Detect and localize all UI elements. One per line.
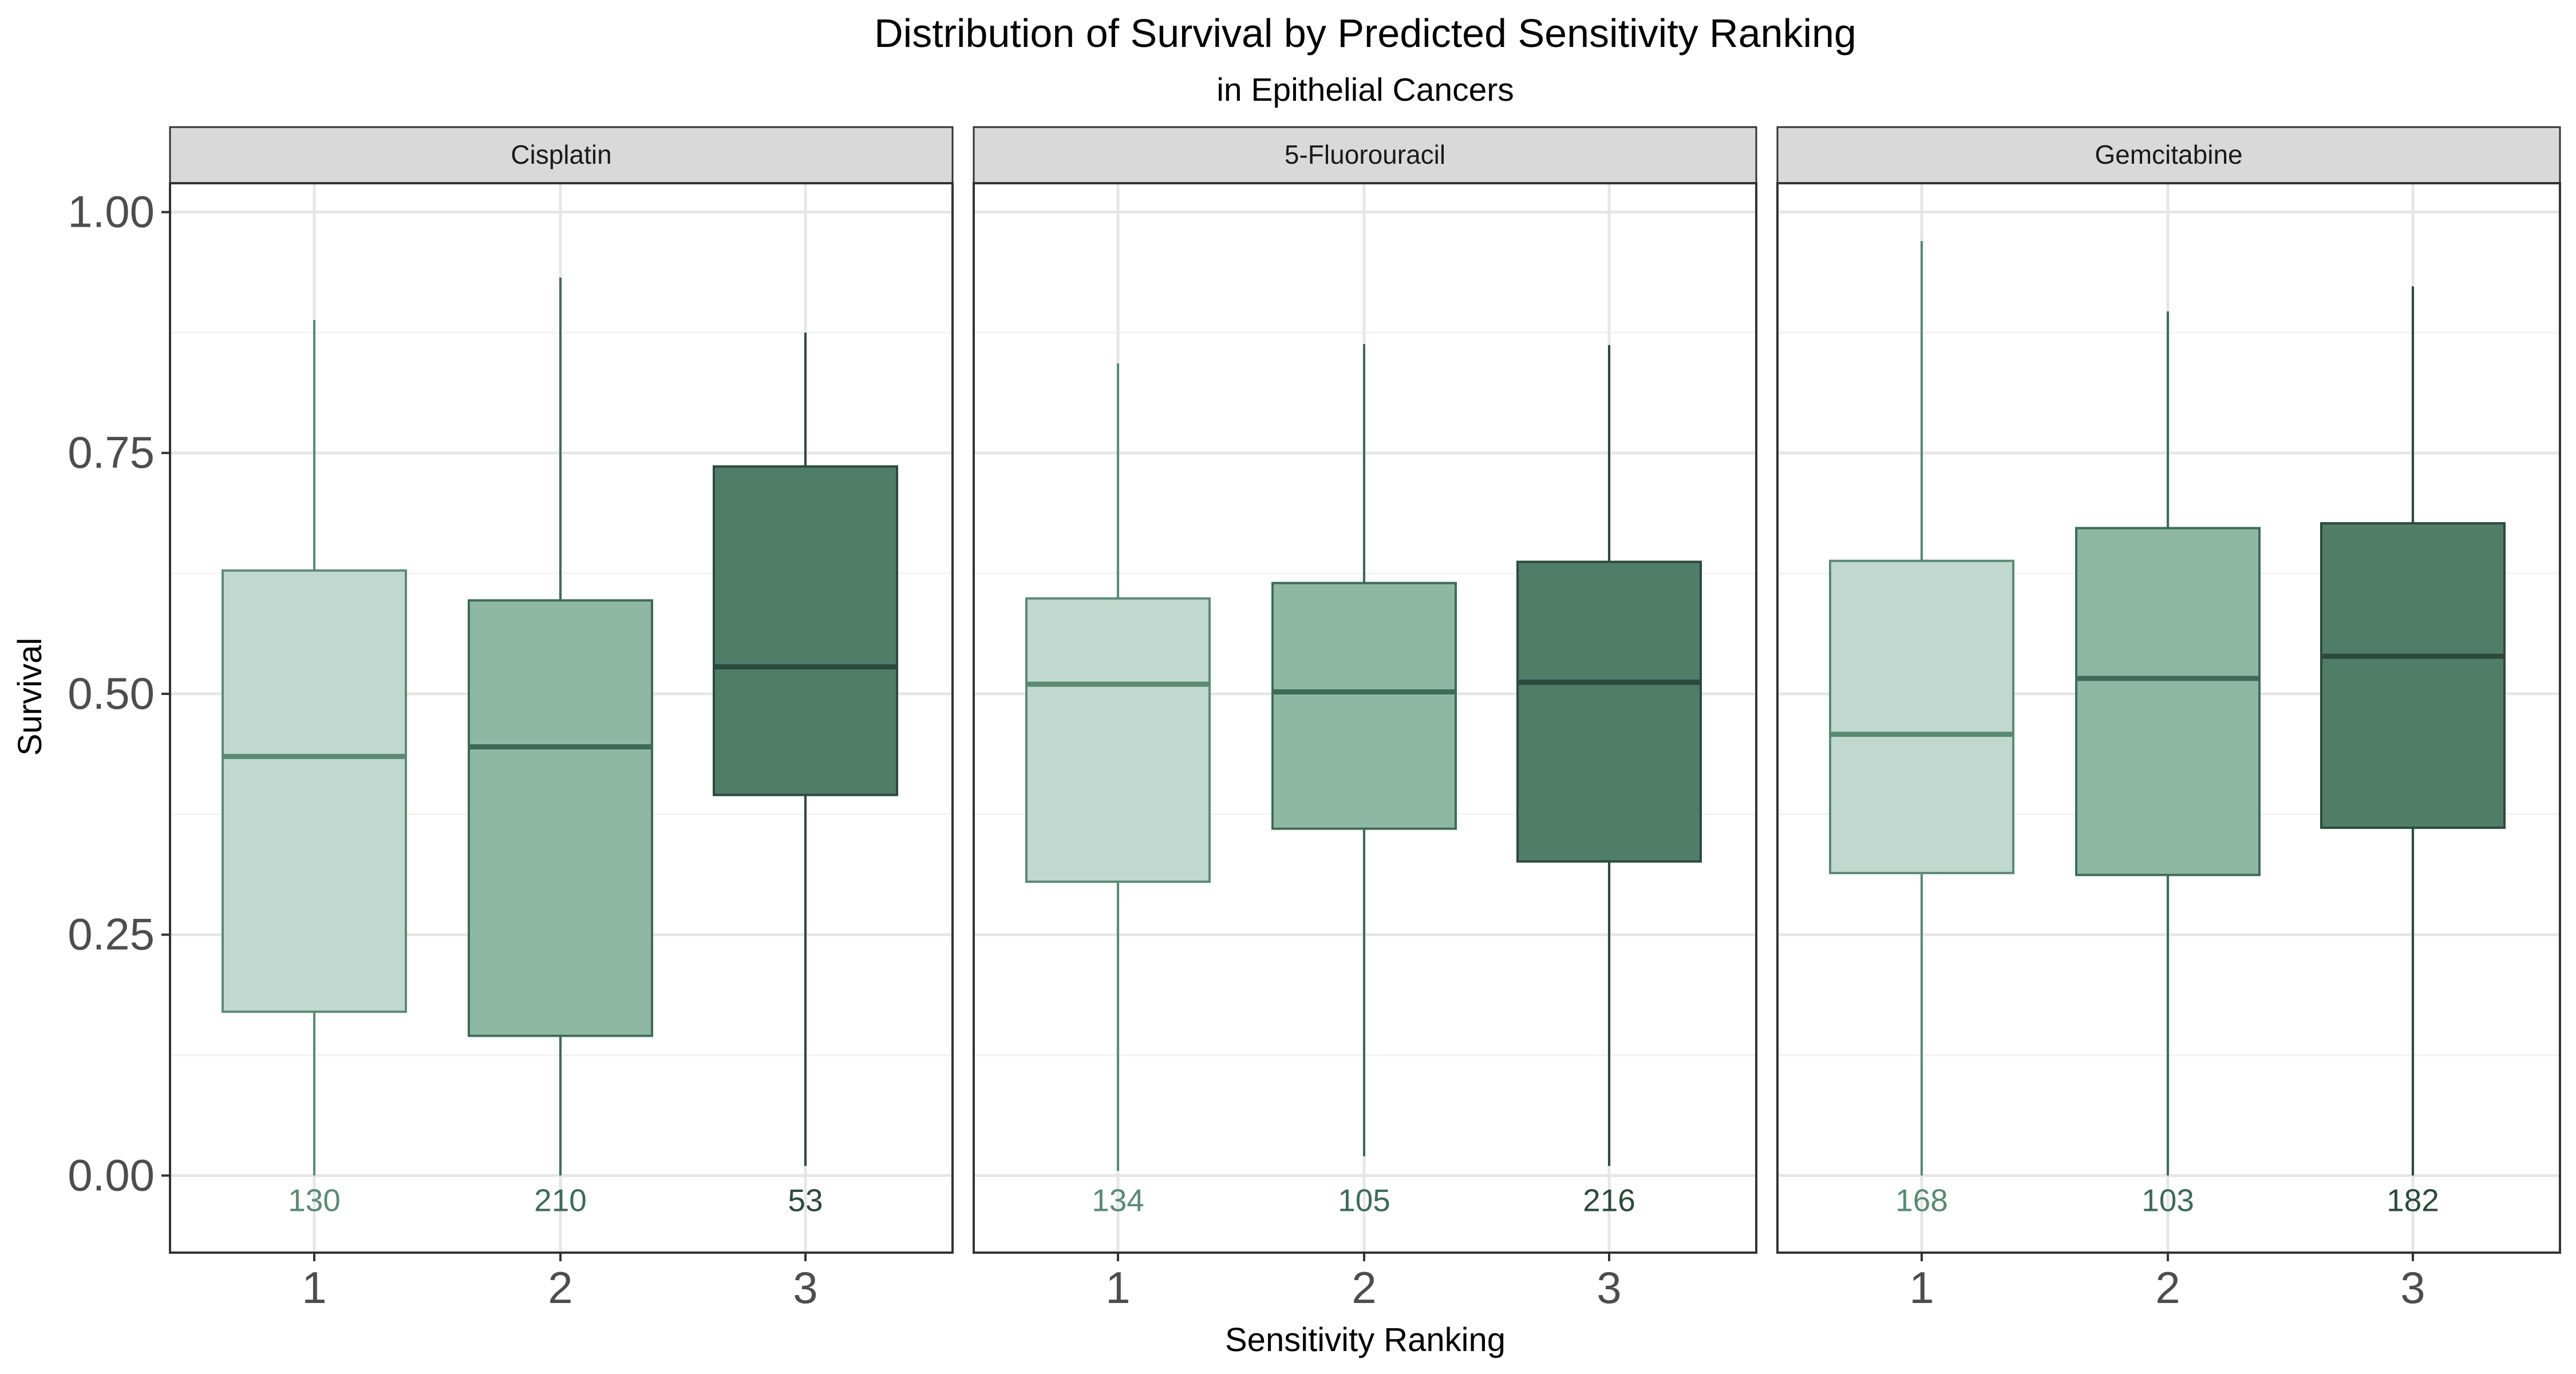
chart-subtitle: in Epithelial Cancers: [1216, 72, 1514, 108]
y-tick-label: 0.25: [68, 909, 155, 960]
facet-panel: 5-Fluorouracil 134 105 216 1 2 3: [973, 126, 1757, 1313]
sample-count-label: 105: [1338, 1182, 1390, 1218]
box-group: 210: [468, 277, 653, 1218]
sample-count-label: 168: [1895, 1182, 1948, 1218]
iqr-box: [1829, 559, 2014, 874]
y-axis-title: Survival: [11, 638, 49, 756]
box-group: 103: [2075, 311, 2261, 1218]
iqr-box: [1516, 560, 1702, 863]
box-group: 182: [2320, 286, 2506, 1218]
facet-strip: [169, 126, 954, 184]
chart-title: Distribution of Survival by Predicted Se…: [874, 11, 1856, 56]
sample-count-label: 53: [788, 1182, 823, 1218]
iqr-box: [2075, 527, 2261, 876]
facet-strip-label: Gemcitabine: [2095, 140, 2242, 169]
x-tick-label: 2: [1352, 1262, 1376, 1313]
facet-panels: Cisplatin 130 210 53 1 2 3 5-Fluorouracil 134 105…: [169, 126, 2561, 1313]
x-tick-label: 2: [548, 1262, 572, 1313]
x-tick-label: 1: [1105, 1262, 1130, 1313]
iqr-box: [222, 569, 407, 1013]
sample-count-label: 130: [288, 1182, 341, 1218]
iqr-box: [1271, 582, 1457, 830]
y-tick-label: 1.00: [68, 186, 155, 236]
sample-count-label: 210: [534, 1182, 587, 1218]
y-axis: 0.00 0.25 0.50 0.75 1.00: [68, 186, 170, 1200]
x-tick-label: 3: [2400, 1262, 2425, 1313]
sample-count-label: 103: [2142, 1182, 2194, 1218]
sample-count-label: 134: [1092, 1182, 1144, 1218]
x-tick-label: 1: [302, 1262, 326, 1313]
box-group: 53: [713, 332, 898, 1218]
box-group: 168: [1829, 240, 2014, 1218]
facet-strip-label: 5-Fluorouracil: [1285, 140, 1445, 169]
y-tick-label: 0.75: [68, 427, 155, 477]
iqr-box: [1025, 597, 1211, 883]
y-tick-label: 0.00: [68, 1150, 155, 1200]
iqr-box: [713, 465, 898, 796]
facet-panel: Gemcitabine 168 103 182 1 2 3: [1776, 126, 2561, 1313]
facet-strip: [1776, 126, 2561, 184]
box-group: 216: [1516, 345, 1702, 1218]
facet-strip: [973, 126, 1757, 184]
box-group: 105: [1271, 344, 1457, 1218]
iqr-box: [468, 599, 653, 1037]
sample-count-label: 182: [2387, 1182, 2439, 1218]
x-axis-title: Sensitivity Ranking: [1225, 1321, 1506, 1359]
iqr-box: [2320, 522, 2506, 829]
x-tick-label: 3: [793, 1262, 817, 1313]
facet-panel: Cisplatin 130 210 53 1 2 3: [169, 126, 954, 1313]
box-group: 130: [222, 319, 407, 1218]
sample-count-label: 216: [1583, 1182, 1635, 1218]
x-tick-label: 1: [1909, 1262, 1934, 1313]
facet-strip-label: Cisplatin: [511, 140, 611, 169]
box-group: 134: [1025, 363, 1211, 1218]
y-tick-label: 0.50: [68, 668, 155, 718]
x-tick-label: 3: [1597, 1262, 1621, 1313]
x-tick-label: 2: [2155, 1262, 2180, 1313]
